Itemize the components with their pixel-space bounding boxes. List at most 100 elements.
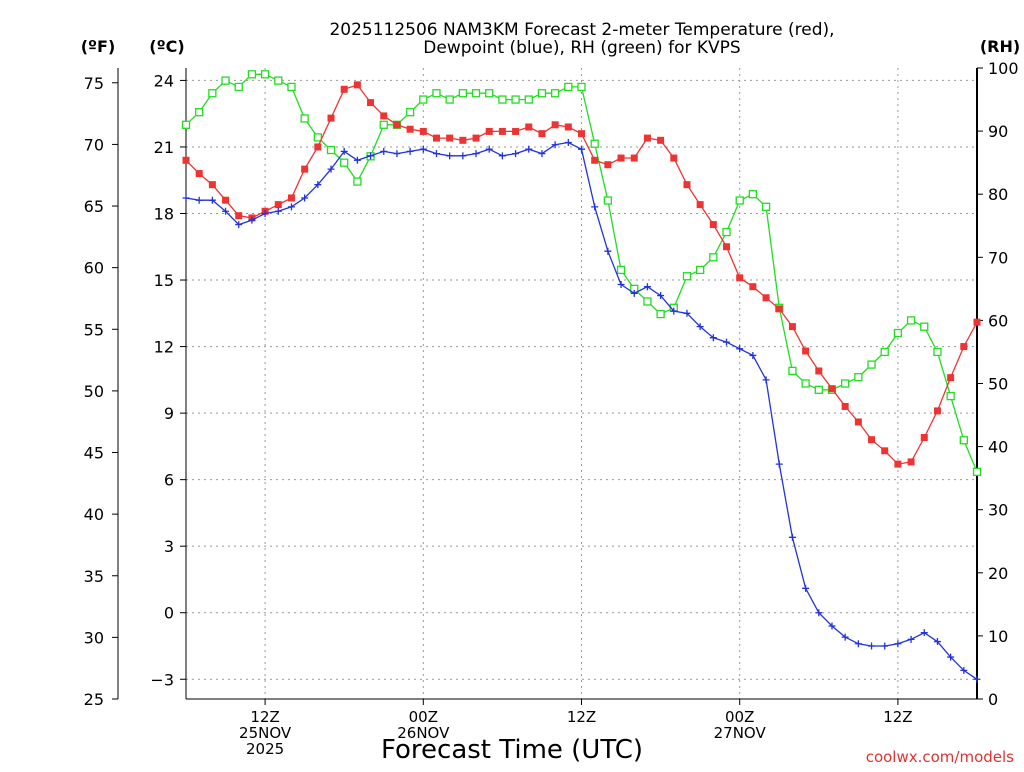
dewpoint-point (472, 150, 480, 158)
rh-point (498, 95, 507, 104)
rh-tick-label: 50 (988, 375, 1008, 394)
dewpoint-point (973, 675, 981, 683)
rh-point (696, 265, 705, 275)
rh-point (379, 120, 388, 129)
temperature-point (472, 134, 480, 142)
rh-series (181, 70, 982, 476)
rh-point (880, 347, 889, 357)
dewpoint-point (723, 338, 731, 346)
temperature-point (723, 243, 731, 251)
rh-point (208, 89, 217, 98)
dewpoint-point (274, 207, 282, 215)
temperature-point (868, 436, 876, 444)
temperature-point (327, 114, 335, 122)
dewpoint-point (195, 196, 203, 204)
fahrenheit-tick-label: 45 (84, 444, 104, 463)
rh-point (788, 366, 797, 376)
dewpoint-point (828, 622, 836, 630)
rh-point (511, 95, 520, 104)
dewpoint-point (380, 147, 388, 155)
temperature-point (578, 130, 585, 138)
rh-point (761, 202, 771, 211)
temperature-point (973, 318, 981, 326)
temperature-point (854, 418, 862, 426)
rh-point (432, 89, 441, 98)
rh-point (682, 272, 692, 281)
chart-title-line: 2025112506 NAM3KM Forecast 2-meter Tempe… (329, 20, 834, 40)
dewpoint-point (287, 203, 295, 211)
rh-tick-label: 30 (988, 501, 1008, 520)
rh-tick-label: 0 (988, 690, 998, 709)
temperature-point (749, 283, 757, 291)
rh-point (234, 82, 243, 92)
temperature-point (485, 127, 493, 135)
fahrenheit-tick-label: 55 (84, 320, 104, 339)
rh-point (537, 89, 547, 98)
dewpoint-point (578, 145, 585, 153)
dewpoint-point (498, 152, 506, 160)
rh-point (300, 114, 309, 123)
dewpoint-point (604, 247, 612, 255)
dewpoint-point (802, 584, 810, 592)
rh-point (550, 89, 560, 98)
rh-tick-label: 60 (988, 311, 1008, 330)
temperature-point (498, 127, 506, 135)
labels: 757065605550454035302524211815129630−310… (81, 20, 1020, 766)
dewpoint-point (960, 666, 968, 674)
dewpoint-point (907, 635, 915, 643)
rh-point (340, 158, 349, 167)
temperature-point (788, 323, 796, 331)
dewpoint-point (512, 150, 520, 158)
dewpoint-point (301, 194, 309, 202)
temperature-point (564, 123, 572, 131)
fahrenheit-tick-label: 40 (84, 505, 104, 524)
celsius-tick-label: 21 (154, 138, 174, 157)
celsius-tick-label: 18 (154, 204, 174, 223)
temperature-point (353, 81, 361, 89)
dewpoint-point (788, 533, 796, 541)
dewpoint-point (775, 460, 783, 468)
temperature-point (235, 212, 243, 220)
temperature-point (551, 121, 559, 129)
rh-tick-label: 40 (988, 438, 1008, 457)
rh-point (946, 391, 955, 401)
x-tick-label: 12Z (567, 708, 596, 726)
temperature-point (222, 196, 230, 204)
x-tick-label: 25NOV (239, 724, 292, 742)
rh-point (181, 120, 191, 129)
rh-point (313, 133, 322, 142)
x-tick-label: 00Z (725, 708, 754, 726)
x-tick-label: 26NOV (397, 724, 450, 742)
x-tick-label: 00Z (409, 708, 438, 726)
temperature-point (670, 154, 678, 162)
temperature-point (512, 127, 520, 135)
temperature-point (802, 347, 810, 355)
chart-title-line: Dewpoint (blue), RH (green) for KVPS (423, 38, 740, 58)
rh-point (603, 196, 613, 205)
dewpoint-point (564, 139, 572, 147)
rh-point (260, 70, 270, 79)
celsius-tick-label: 15 (154, 271, 174, 290)
rh-point (221, 76, 230, 85)
dewpoint-point (261, 209, 269, 217)
temperature-point (419, 127, 427, 135)
temperature-point (182, 156, 190, 164)
x-tick-label: 2025 (246, 740, 284, 758)
rh-point (735, 196, 744, 205)
temperature-point (274, 201, 282, 209)
dewpoint-point (182, 194, 190, 202)
rh-tick-label: 10 (988, 627, 1008, 646)
x-tick-label: 12Z (250, 708, 279, 726)
rh-point (471, 89, 481, 98)
fahrenheit-tick-label: 60 (84, 259, 104, 278)
dewpoint-point (525, 145, 533, 153)
temperature-point (314, 143, 322, 151)
temperature-point (736, 274, 744, 282)
dewpoint-point (947, 653, 955, 661)
dewpoint-point (749, 351, 757, 359)
temperature-point (393, 121, 401, 129)
rh-point (326, 145, 336, 155)
rh-point (274, 76, 283, 85)
